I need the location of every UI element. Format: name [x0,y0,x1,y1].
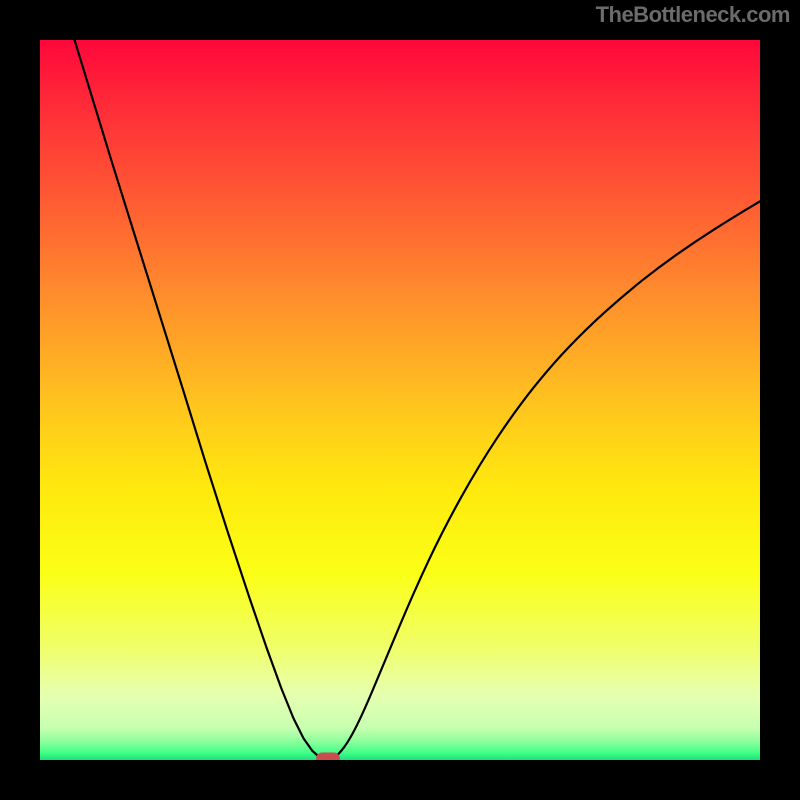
minimum-marker [316,752,340,760]
gradient-background [40,40,760,760]
plot-svg [40,40,760,760]
chart-container: TheBottleneck.com [0,0,800,800]
plot-area [40,40,760,760]
watermark-text: TheBottleneck.com [596,2,790,28]
